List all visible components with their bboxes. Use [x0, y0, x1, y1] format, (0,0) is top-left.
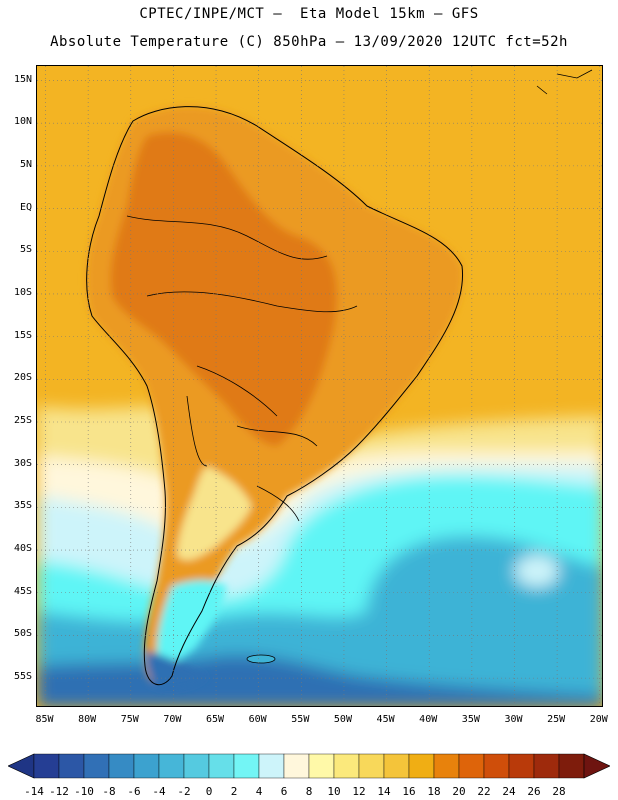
- colorbar-swatch: [108, 753, 135, 779]
- colorbar-tick-label: 10: [327, 785, 341, 798]
- colorbar-tick-label: -8: [102, 785, 116, 798]
- colorbar-swatch: [58, 753, 85, 779]
- lat-label: 45S: [13, 585, 32, 597]
- lon-label: 20W: [589, 714, 608, 725]
- country-borders: [126, 215, 358, 522]
- lat-label: 35S: [13, 500, 32, 512]
- continent-patagonia: [156, 580, 227, 663]
- colorbar-tick-label: 12: [352, 785, 366, 798]
- colorbar-tick-label: 20: [452, 785, 466, 798]
- lat-label: 25S: [13, 415, 32, 426]
- colorbar-swatch: [533, 753, 560, 779]
- colorbar-swatch: [233, 753, 260, 779]
- lon-label: 40W: [419, 714, 438, 725]
- lon-label: 75W: [120, 714, 139, 725]
- colorbar-swatch: [333, 753, 360, 779]
- lon-label: 55W: [291, 714, 310, 725]
- south-america-coastline: [86, 106, 464, 686]
- colorbar-swatch: [283, 753, 310, 779]
- lat-label: 15S: [13, 329, 32, 341]
- continent-hot-core: [110, 132, 337, 446]
- colorbar-swatch: [183, 753, 210, 779]
- colorbar-swatch: [383, 753, 410, 779]
- colorbar-tick-label: -2: [177, 785, 191, 798]
- colorbar-tick-label: 16: [402, 785, 416, 798]
- lon-label: 25W: [547, 714, 566, 725]
- colorbar-tick-label: 2: [230, 785, 238, 798]
- colorbar-swatch: [308, 753, 335, 779]
- lat-label: 20S: [13, 372, 32, 384]
- colorbar-swatch: [33, 753, 60, 779]
- colorbar-swatch: [83, 753, 110, 779]
- lat-label: 40S: [13, 543, 32, 555]
- map-panel: [36, 65, 603, 707]
- lat-label: 30S: [13, 457, 32, 469]
- colorbar-tick-label: 22: [477, 785, 491, 798]
- colorbar-swatch: [508, 753, 535, 779]
- colorbar-tick-label: -14: [24, 785, 44, 798]
- lat-label: 5N: [19, 158, 32, 170]
- lon-label: 70W: [163, 714, 182, 725]
- lon-label: 45W: [376, 714, 395, 725]
- colorbar-swatch: [158, 753, 185, 779]
- colorbar-tick-label: 4: [255, 785, 263, 798]
- lat-lon-grid: [37, 66, 602, 706]
- lat-label: 10N: [13, 116, 32, 128]
- colorbar-swatch: [208, 753, 235, 779]
- lon-label: 65W: [206, 714, 225, 725]
- temperature-colorbar: [8, 753, 610, 779]
- lat-label: 10S: [13, 286, 32, 298]
- colorbar-swatch: [458, 753, 485, 779]
- colorbar-swatch: [358, 753, 385, 779]
- colorbar-tick-label: -10: [74, 785, 94, 798]
- colorbar-right-arrow: [583, 753, 610, 779]
- lon-label: 60W: [248, 714, 267, 725]
- cyan-cold-eddy: [515, 555, 559, 587]
- colorbar-swatch: [408, 753, 435, 779]
- colorbar-swatch: [133, 753, 160, 779]
- caribbean-islands: [536, 69, 593, 95]
- continent-tip: [146, 651, 207, 689]
- colorbar-tick-label: 26: [527, 785, 541, 798]
- colorbar-swatch: [483, 753, 510, 779]
- colorbar-tick-label: 14: [377, 785, 391, 798]
- colorbar-swatch: [433, 753, 460, 779]
- colorbar-tick-label: 28: [552, 785, 566, 798]
- lat-label: EQ: [19, 201, 32, 213]
- colorbar-left-arrow: [8, 753, 35, 779]
- falkland-islands: [246, 654, 276, 664]
- colorbar-tick-label: -6: [127, 785, 141, 798]
- colorbar-tick-label: -12: [49, 785, 69, 798]
- colorbar-tick-label: 8: [305, 785, 313, 798]
- map-title-line-1: CPTEC/INPE/MCT — Eta Model 15km — GFS: [139, 6, 479, 22]
- colorbar-tick-label: 18: [427, 785, 441, 798]
- lat-label: 5S: [19, 244, 32, 256]
- colorbar-tick-label: 6: [280, 785, 288, 798]
- colorbar-swatch: [258, 753, 285, 779]
- lat-label: 55S: [13, 671, 32, 683]
- lon-label: 50W: [333, 714, 352, 725]
- temperature-map: [37, 66, 602, 706]
- lon-label: 30W: [504, 714, 523, 725]
- lat-label: 15N: [13, 73, 32, 85]
- continent-south-cone: [177, 466, 252, 561]
- colorbar-tick-label: 24: [502, 785, 516, 798]
- colorbar-tick-label: -4: [152, 785, 166, 798]
- colorbar-tick-label: 0: [205, 785, 213, 798]
- lon-label: 35W: [461, 714, 480, 725]
- lon-label: 80W: [78, 714, 97, 725]
- colorbar-swatch: [558, 753, 585, 779]
- lat-label: 50S: [13, 628, 32, 640]
- lon-label: 85W: [35, 714, 54, 725]
- map-title-line-2: Absolute Temperature (C) 850hPa — 13/09/…: [50, 34, 568, 50]
